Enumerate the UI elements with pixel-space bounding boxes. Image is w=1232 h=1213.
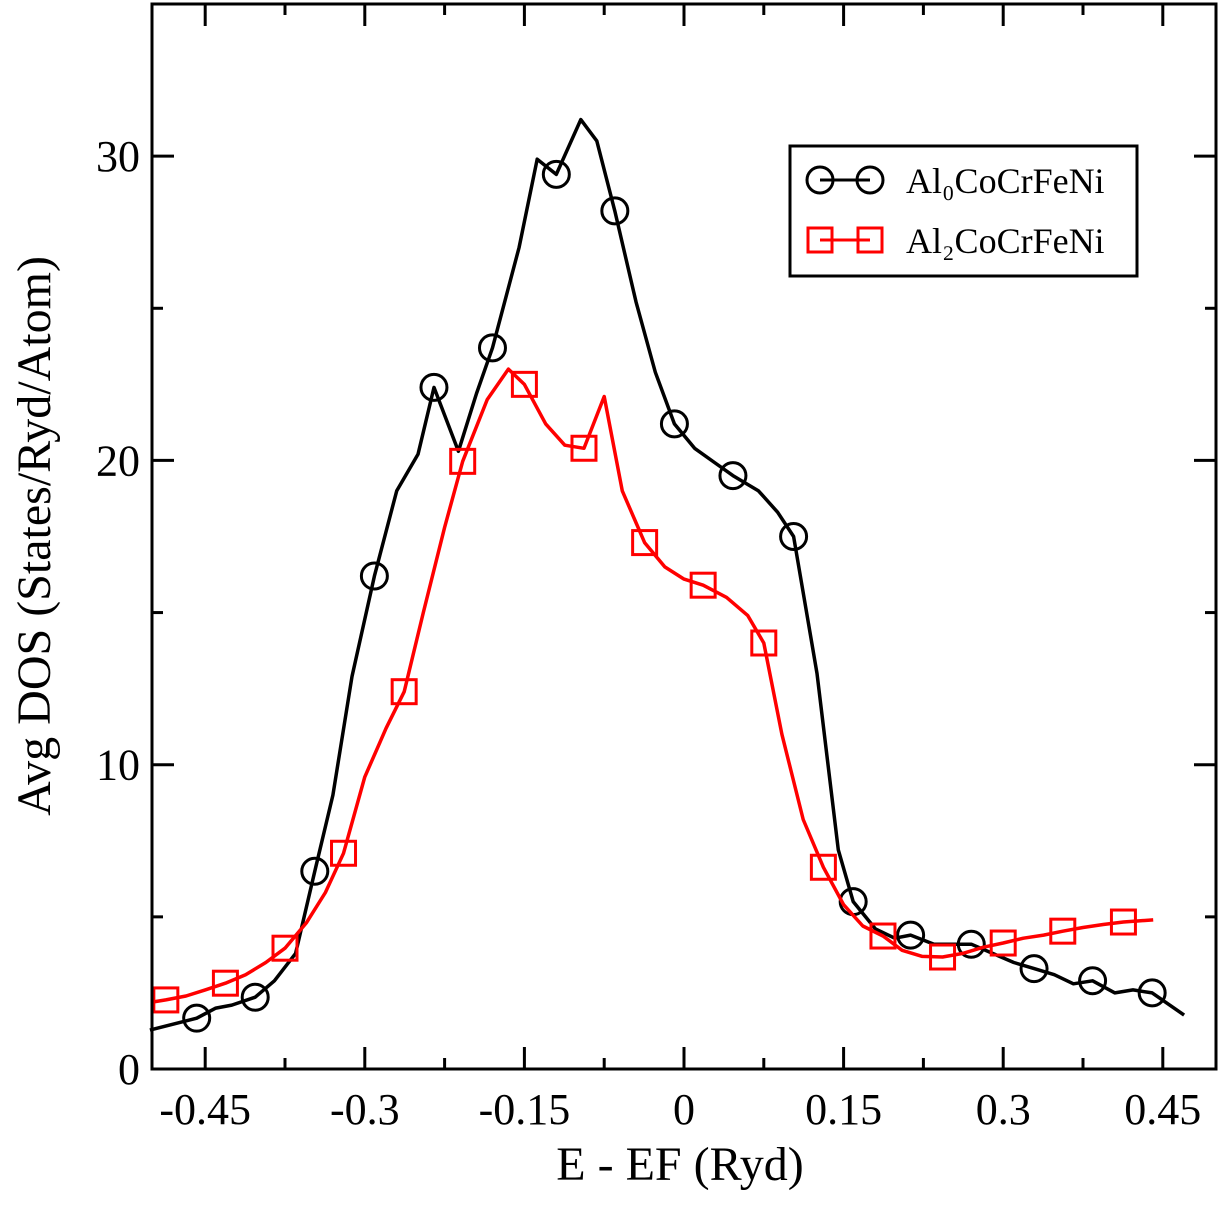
data-point: [750, 629, 778, 657]
series-line: [149, 117, 1186, 1032]
x-axis-label: E - EF (Ryd): [556, 1138, 803, 1191]
data-point: [989, 929, 1017, 957]
data-point: [271, 934, 299, 962]
data-point: [1137, 978, 1167, 1008]
x-tick-label: 0: [673, 1085, 695, 1134]
data-point: [300, 856, 330, 886]
data-point: [718, 461, 748, 491]
x-tick-label: -0.45: [159, 1085, 251, 1134]
data-point: [896, 920, 926, 950]
legend-marker: [855, 165, 885, 195]
legend-label: Al₀CoCrFeNi: [906, 161, 1105, 201]
series-line: [151, 367, 1154, 1004]
x-tick-label: 0.3: [976, 1085, 1031, 1134]
y-tick-label: 10: [96, 741, 140, 790]
x-tick-label: 0.45: [1124, 1085, 1201, 1134]
data-point: [477, 333, 507, 363]
data-point: [359, 561, 389, 591]
legend-marker: [806, 226, 834, 254]
data-point: [182, 1003, 212, 1033]
data-point: [330, 839, 358, 867]
x-tick-label: 0.15: [805, 1085, 882, 1134]
data-point: [779, 522, 809, 551]
data-point: [1078, 966, 1108, 996]
data-point: [510, 370, 538, 398]
data-point: [659, 409, 689, 439]
legend-box: [788, 144, 1139, 278]
data-point: [152, 986, 180, 1014]
data-point: [600, 196, 630, 226]
data-point: [419, 372, 449, 402]
plot-frame: [150, 2, 1218, 1071]
data-point: [1049, 917, 1077, 945]
y-tick-label: 0: [118, 1045, 140, 1094]
data-point: [240, 982, 270, 1012]
data-point: [929, 943, 957, 971]
data-point: [1109, 908, 1137, 936]
x-tick-label: -0.15: [479, 1085, 571, 1134]
data-point: [449, 447, 477, 475]
data-point: [631, 529, 659, 557]
y-tick-label: 30: [96, 132, 140, 181]
legend-marker: [805, 165, 835, 195]
data-point: [689, 571, 717, 599]
x-tick-label: -0.3: [330, 1085, 400, 1134]
data-point: [809, 853, 837, 881]
data-point: [956, 929, 986, 959]
data-point: [570, 434, 598, 462]
data-point: [541, 159, 571, 189]
legend-label: Al₂CoCrFeNi: [906, 221, 1105, 261]
data-point: [390, 678, 418, 706]
legend-marker: [856, 226, 884, 254]
data-point: [211, 969, 239, 997]
data-point: [869, 922, 897, 950]
data-point: [1019, 954, 1049, 984]
y-tick-label: 20: [96, 436, 140, 485]
y-axis-label: Avg DOS (States/Ryd/Atom): [8, 256, 61, 816]
